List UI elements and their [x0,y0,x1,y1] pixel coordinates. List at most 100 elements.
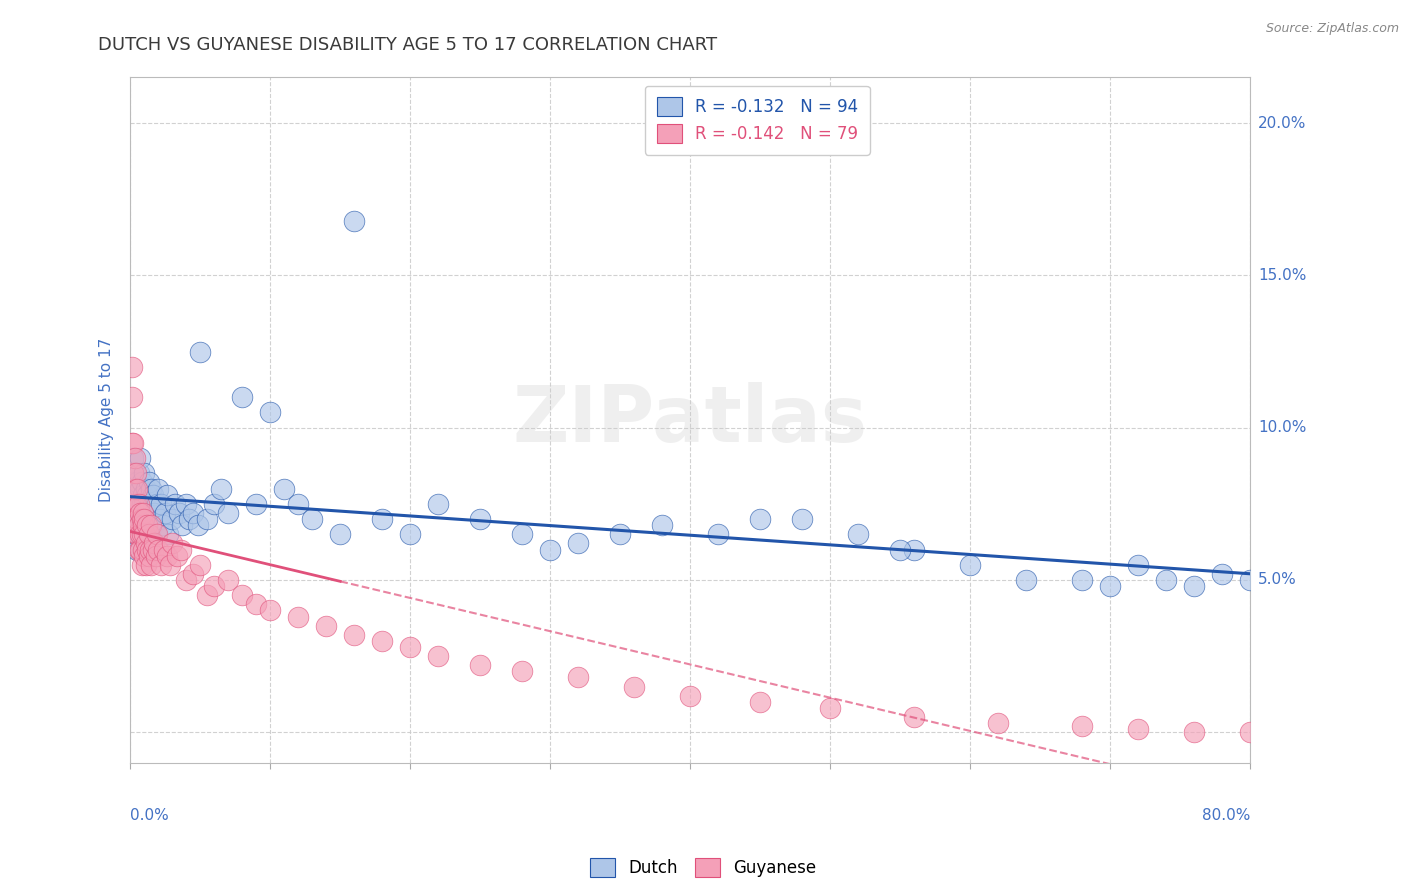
Point [136,518,159,533]
Point [903,710,925,724]
Y-axis label: Disability Age 5 to 17: Disability Age 5 to 17 [100,338,114,502]
Point [427,497,450,511]
Point [128,467,150,481]
Point [129,512,152,526]
Point [1182,725,1205,739]
Point [142,542,165,557]
Point [125,527,148,541]
Point [259,603,281,617]
Point [134,512,156,526]
Point [538,542,561,557]
Point [128,497,150,511]
Point [609,527,631,541]
Point [1239,573,1261,587]
Point [139,497,162,511]
Point [142,518,165,533]
Point [134,549,156,563]
Point [139,527,162,541]
Point [157,527,180,541]
Point [143,506,166,520]
Point [124,527,146,541]
Point [188,344,211,359]
Point [121,359,143,374]
Point [135,558,157,572]
Point [132,506,155,520]
Point [623,680,645,694]
Point [125,512,148,526]
Point [125,467,148,481]
Point [749,512,772,526]
Point [122,436,145,450]
Point [141,558,163,572]
Text: 80.0%: 80.0% [1202,808,1250,823]
Point [329,527,352,541]
Text: 0.0%: 0.0% [131,808,169,823]
Point [124,467,146,481]
Point [122,451,145,466]
Point [846,527,869,541]
Point [959,558,981,572]
Point [134,497,156,511]
Point [129,451,152,466]
Point [125,482,148,496]
Point [217,506,239,520]
Point [127,475,149,490]
Point [128,497,150,511]
Point [1071,573,1094,587]
Point [121,436,143,450]
Point [176,573,198,587]
Point [135,482,157,496]
Point [287,609,309,624]
Point [127,482,149,496]
Point [186,518,208,533]
Point [195,588,218,602]
Point [1211,566,1233,581]
Point [131,527,153,541]
Point [134,527,156,541]
Point [176,497,198,511]
Point [170,542,193,557]
Point [679,689,702,703]
Point [470,512,492,526]
Point [129,527,152,541]
Point [135,506,157,520]
Point [181,566,204,581]
Text: 15.0%: 15.0% [1258,268,1306,283]
Point [124,451,146,466]
Point [179,512,201,526]
Point [146,497,169,511]
Point [1015,573,1038,587]
Point [195,512,218,526]
Point [121,503,143,517]
Point [131,518,153,533]
Point [127,506,149,520]
Point [134,467,156,481]
Point [136,518,159,533]
Point [903,542,925,557]
Point [987,716,1010,731]
Point [1126,558,1149,572]
Point [343,628,366,642]
Point [134,527,156,541]
Point [707,527,730,541]
Point [217,573,239,587]
Point [172,518,194,533]
Point [148,542,170,557]
Point [129,482,152,496]
Text: Source: ZipAtlas.com: Source: ZipAtlas.com [1265,22,1399,36]
Point [128,518,150,533]
Point [122,488,145,502]
Point [150,558,173,572]
Point [124,497,146,511]
Point [127,542,149,557]
Point [153,542,176,557]
Point [166,549,188,563]
Point [124,482,146,496]
Point [141,482,163,496]
Point [132,542,155,557]
Point [131,497,153,511]
Point [136,542,159,557]
Point [259,405,281,419]
Point [121,390,143,404]
Point [651,518,673,533]
